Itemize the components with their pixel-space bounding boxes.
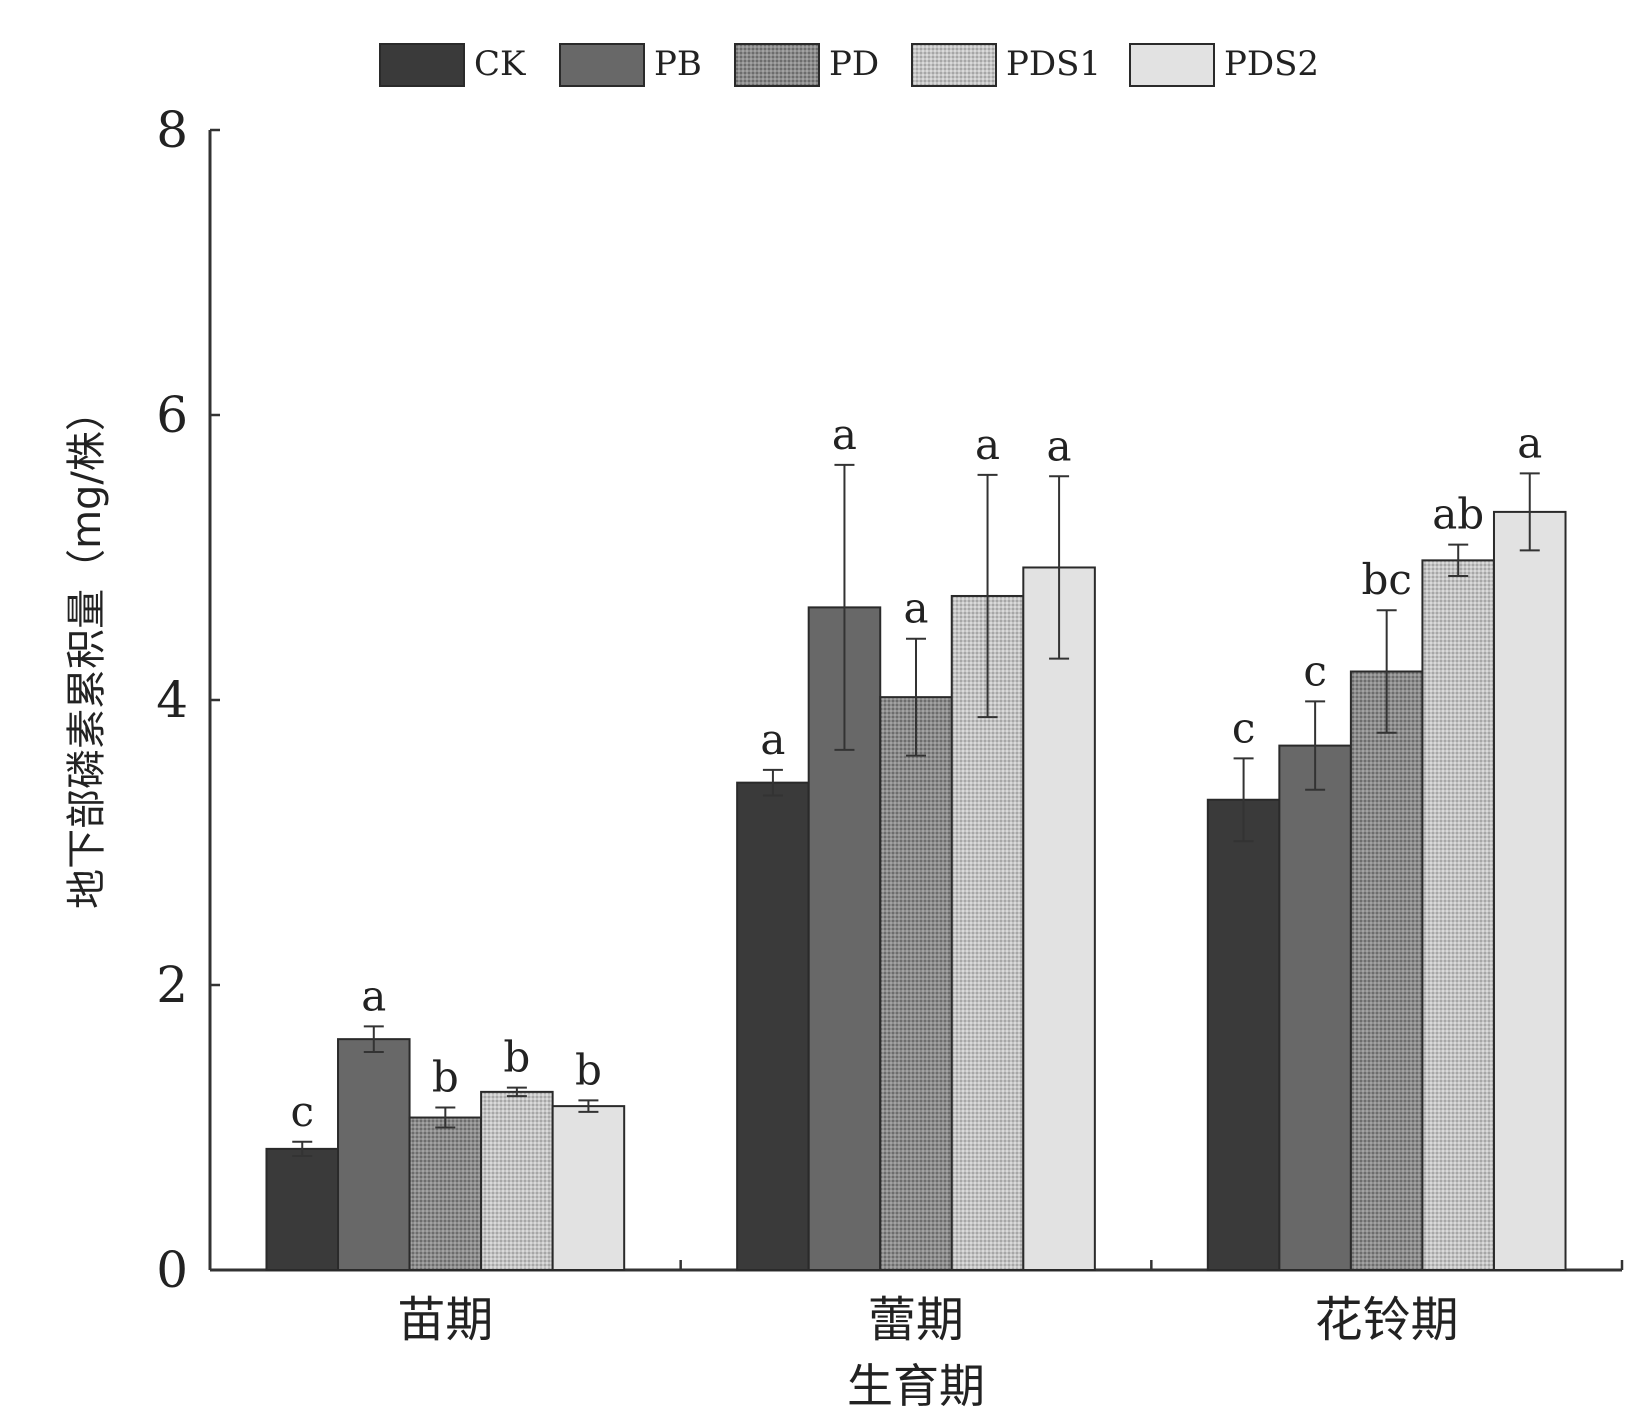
bar-ck-1 — [265, 1147, 340, 1271]
significance-letter: c — [290, 1087, 314, 1136]
bar-pb-3 — [1278, 744, 1352, 1271]
y-axis-label: 地下部磷素累积量（mg/株） — [64, 391, 110, 909]
legend-swatch — [1129, 43, 1215, 87]
significance-letter: b — [432, 1053, 459, 1102]
significance-letter: c — [1232, 703, 1256, 752]
significance-letter: a — [903, 584, 928, 633]
legend-item-pb: PB — [559, 43, 702, 87]
y-tick-label-6: 6 — [156, 386, 188, 444]
bar-pds1-3 — [1421, 559, 1495, 1271]
series-ck: c a c — [265, 703, 1281, 1272]
y-tick-label-2: 2 — [156, 956, 188, 1014]
legend-item-pd: PD — [734, 43, 879, 87]
legend-item-pds1: PDS1 — [911, 43, 1101, 87]
x-ticks: 苗期 蕾期 花铃期 — [397, 1260, 1624, 1348]
y-tick-label-4: 4 — [156, 671, 188, 729]
legend-swatch — [734, 43, 820, 87]
legend-swatch — [911, 43, 997, 87]
bar-pds2-2 — [1022, 566, 1096, 1271]
bar-pd-3 — [1349, 670, 1424, 1271]
legend-label: PDS1 — [1006, 44, 1101, 84]
bar-pds2-3 — [1492, 510, 1567, 1271]
significance-letter: bc — [1361, 555, 1411, 604]
series-pb: aac — [337, 410, 1352, 1272]
x-axis-label: 生育期 — [847, 1359, 985, 1413]
legend-label: CK — [474, 44, 526, 84]
significance-letter: b — [575, 1045, 602, 1094]
x-tick-label-2: 蕾期 — [868, 1292, 964, 1348]
legend-swatch — [559, 43, 645, 87]
x-axis: 苗期 蕾期 花铃期 生育期 — [210, 1260, 1624, 1413]
significance-letter: c — [1303, 646, 1327, 695]
significance-letter: a — [1047, 421, 1072, 470]
bar-pds1-1 — [480, 1090, 554, 1271]
y-ticks: 0 2 4 6 8 — [156, 101, 220, 1299]
significance-letter: a — [975, 420, 1000, 469]
significance-letter: ab — [1432, 490, 1484, 539]
series-pds2: ba a — [551, 418, 1567, 1271]
bar-pd-2 — [879, 696, 953, 1271]
bar-pd-1 — [408, 1116, 483, 1272]
y-tick-label-8: 8 — [156, 101, 188, 159]
legend-item-ck: CK — [379, 43, 526, 87]
legend: CK PB PD PDS1 PDS2 — [379, 43, 1319, 87]
y-axis: 0 2 4 6 8 地下部磷素累积量（mg/株） — [64, 101, 220, 1299]
bar-ck-2 — [736, 781, 810, 1272]
bar-pb-1 — [337, 1038, 411, 1272]
legend-swatch — [379, 43, 465, 87]
x-tick-label-1: 苗期 — [397, 1292, 493, 1348]
significance-letter: a — [760, 715, 785, 764]
legend-label: PD — [829, 44, 879, 84]
x-tick-label-3: 花铃期 — [1315, 1292, 1459, 1348]
significance-letter: a — [361, 971, 386, 1020]
legend-label: PDS2 — [1224, 44, 1319, 84]
significance-letter: a — [832, 410, 857, 459]
bar-ck-3 — [1206, 798, 1281, 1271]
legend-label: PB — [654, 44, 702, 84]
legend-item-pds2: PDS2 — [1129, 43, 1319, 87]
significance-letter: a — [1517, 418, 1542, 467]
bar-pds2-1 — [551, 1105, 626, 1271]
y-tick-label-0: 0 — [156, 1241, 188, 1299]
significance-letter: b — [503, 1033, 530, 1082]
